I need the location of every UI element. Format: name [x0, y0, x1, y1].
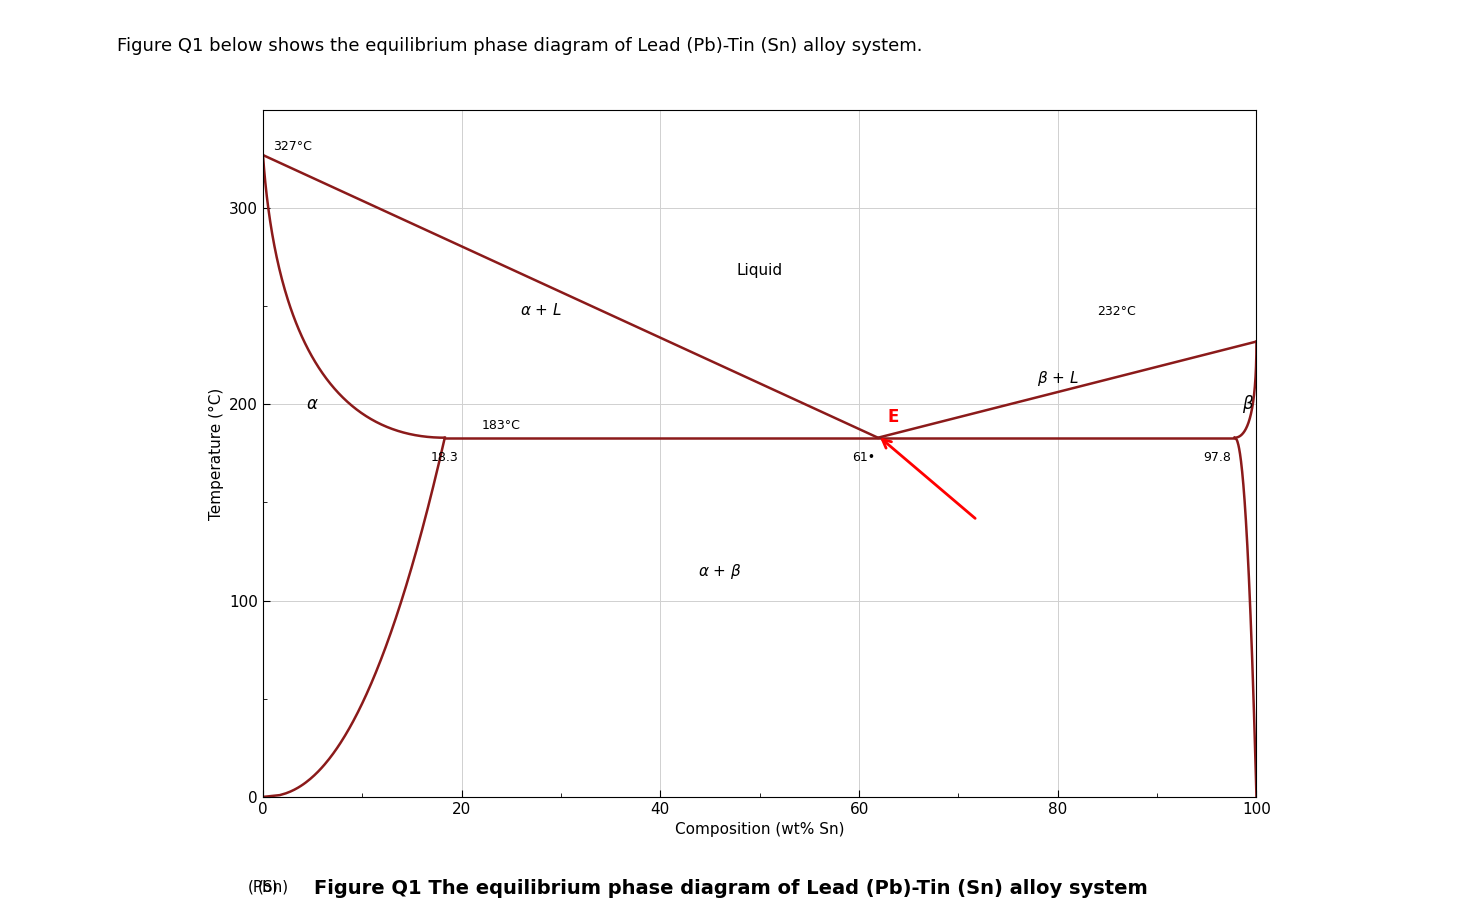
Text: (Sn): (Sn): [257, 879, 288, 894]
Text: 61•: 61•: [852, 452, 875, 464]
Text: 18.3: 18.3: [431, 452, 459, 464]
X-axis label: Composition (wt% Sn): Composition (wt% Sn): [675, 823, 844, 837]
Text: $\beta$: $\beta$: [1242, 393, 1255, 415]
Y-axis label: Temperature (°C): Temperature (°C): [209, 387, 224, 519]
Text: Liquid: Liquid: [736, 264, 783, 278]
Text: E: E: [888, 408, 900, 426]
Text: 97.8: 97.8: [1202, 452, 1230, 464]
Text: $\it{\alpha}$ + $\it{L}$: $\it{\alpha}$ + $\it{L}$: [520, 302, 562, 318]
Text: Figure Q1 The equilibrium phase diagram of Lead (Pb)-Tin (Sn) alloy system: Figure Q1 The equilibrium phase diagram …: [314, 878, 1147, 898]
Text: 327°C: 327°C: [273, 140, 311, 153]
Text: $\it{\alpha}$ + $\it{\beta}$: $\it{\alpha}$ + $\it{\beta}$: [698, 562, 742, 581]
Text: 183°C: 183°C: [482, 419, 520, 431]
Text: Figure Q1 below shows the equilibrium phase diagram of Lead (Pb)-Tin (Sn) alloy : Figure Q1 below shows the equilibrium ph…: [117, 37, 922, 55]
Text: 232°C: 232°C: [1097, 305, 1137, 318]
Text: $\it{\beta}$ + $\it{L}$: $\it{\beta}$ + $\it{L}$: [1037, 369, 1078, 388]
Text: $\alpha$: $\alpha$: [307, 396, 318, 413]
Text: (Pb): (Pb): [247, 879, 279, 894]
